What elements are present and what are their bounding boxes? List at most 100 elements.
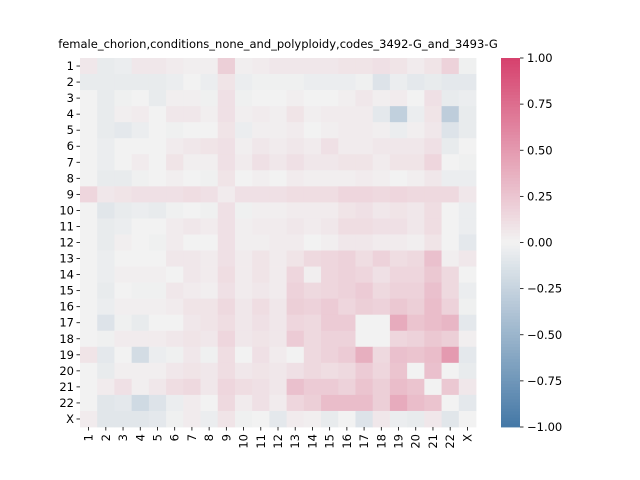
heatmap-cell: [269, 218, 288, 235]
colorbar-segment: [501, 199, 520, 203]
heatmap-cell: [372, 394, 391, 412]
heatmap-cell: [372, 202, 391, 219]
heatmap-cell: [286, 314, 305, 332]
colorbar-segment: [501, 390, 520, 394]
heatmap-cell: [424, 346, 442, 364]
heatmap-cell: [252, 106, 270, 123]
heatmap-cell: [80, 298, 98, 316]
heatmap-cell: [148, 346, 167, 364]
heatmap-cell: [183, 170, 201, 187]
heatmap-cell: [303, 298, 322, 316]
heatmap-cell: [424, 410, 442, 428]
colorbar-segment: [501, 368, 520, 373]
colorbar-segment: [501, 119, 520, 123]
colorbar-tick-label: 1.00: [527, 51, 553, 65]
heatmap-cell: [217, 74, 236, 91]
colorbar-segment: [501, 393, 520, 397]
x-tick-label: 11: [254, 434, 268, 449]
heatmap-cell: [424, 314, 442, 332]
heatmap-cell: [114, 410, 133, 428]
heatmap-cell: [200, 250, 219, 267]
heatmap-cell: [252, 298, 270, 316]
heatmap-cell: [441, 154, 460, 171]
heatmap-cell: [234, 330, 253, 348]
heatmap-cell: [338, 234, 356, 251]
heatmap-cell: [97, 186, 115, 203]
heatmap-cell: [97, 346, 115, 364]
heatmap-cell: [183, 346, 201, 364]
heatmap-cell: [114, 218, 133, 235]
heatmap-cell: [269, 330, 288, 348]
heatmap-cell: [407, 138, 425, 155]
heatmap-cell: [80, 90, 98, 107]
heatmap-cell: [234, 378, 253, 396]
heatmap-cell: [424, 122, 442, 139]
heatmap-cell: [166, 90, 184, 107]
heatmap-cell: [458, 250, 477, 267]
heatmap-cell: [252, 282, 270, 300]
heatmap-cell: [166, 218, 184, 235]
heatmap-cell: [458, 74, 477, 91]
colorbar-segment: [501, 365, 520, 369]
heatmap-cell: [389, 74, 408, 91]
heatmap-cell: [183, 154, 201, 171]
heatmap-cell: [217, 234, 236, 251]
heatmap-cell: [355, 234, 374, 251]
x-tick-label: 21: [426, 434, 440, 449]
colorbar-segment: [501, 58, 520, 62]
heatmap-cell: [97, 122, 115, 139]
heatmap-cell: [321, 202, 339, 219]
colorbar-segment: [501, 190, 520, 194]
heatmap-cell: [234, 394, 253, 412]
heatmap-cell: [252, 234, 270, 251]
x-tick-label: 13: [288, 434, 302, 449]
heatmap-cell: [252, 202, 270, 219]
heatmap-cell: [372, 378, 391, 396]
heatmap-cell: [148, 282, 167, 300]
heatmap-cell: [131, 394, 150, 412]
heatmap-cell: [303, 266, 322, 284]
heatmap-cell: [166, 154, 184, 171]
heatmap-cell: [148, 90, 167, 107]
heatmap-cell: [441, 202, 460, 219]
colorbar-segment: [501, 316, 520, 320]
heatmap-cell: [286, 330, 305, 348]
heatmap-cell: [183, 234, 201, 251]
heatmap-cell: [355, 186, 374, 203]
colorbar-segment: [501, 193, 520, 197]
heatmap-cell: [114, 362, 133, 380]
heatmap-cell: [183, 122, 201, 139]
colorbar-segment: [501, 405, 520, 409]
heatmap-cell: [80, 170, 98, 187]
heatmap-cell: [389, 330, 408, 348]
heatmap-cell: [97, 106, 115, 123]
heatmap-cell: [217, 138, 236, 155]
heatmap-cell: [269, 266, 288, 284]
heatmap-cell: [303, 186, 322, 203]
heatmap-cell: [269, 170, 288, 187]
heatmap-cell: [114, 202, 133, 219]
heatmap-cell: [166, 378, 184, 396]
heatmap-cell: [183, 106, 201, 123]
colorbar-tick-label: −0.50: [527, 328, 562, 342]
heatmap-cell: [200, 218, 219, 235]
heatmap-cell: [441, 58, 460, 75]
heatmap-cell: [217, 410, 236, 428]
colorbar-segment: [501, 374, 520, 379]
chart-title: female_chorion,conditions_none_and_polyp…: [58, 37, 498, 51]
colorbar-segment: [501, 414, 520, 419]
heatmap-cell: [217, 346, 236, 364]
heatmap-cell: [97, 218, 115, 235]
heatmap-cell: [407, 234, 425, 251]
colorbar-segment: [501, 417, 520, 422]
colorbar-segment: [501, 85, 520, 90]
colorbar-segment: [501, 270, 520, 274]
heatmap-cell: [166, 234, 184, 251]
y-tick-label: 1: [67, 59, 74, 73]
x-tick-label: 1: [82, 434, 96, 441]
heatmap-cell: [200, 106, 219, 123]
y-tick-label: 18: [59, 332, 74, 346]
heatmap-cell: [80, 282, 98, 300]
heatmap-cell: [424, 90, 442, 107]
colorbar-segment: [501, 334, 520, 339]
